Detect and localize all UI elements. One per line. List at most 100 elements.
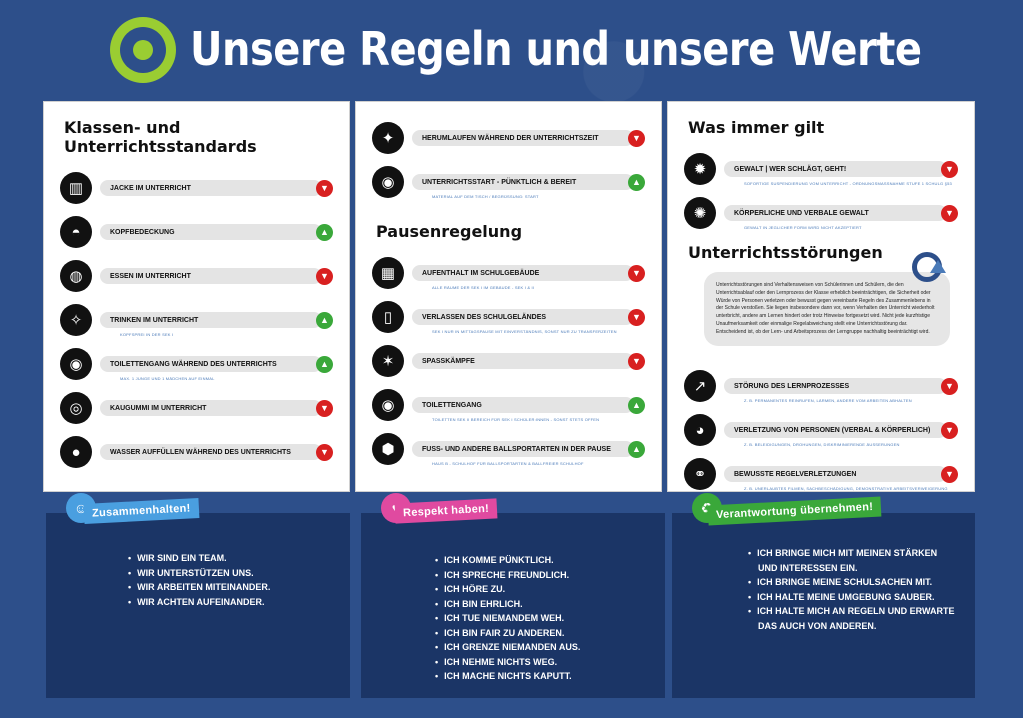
thumbs-down-icon: ▼	[628, 129, 645, 147]
thumbs-down-icon: ▼	[316, 267, 333, 285]
rule-label: Störung des Lernprozesses	[724, 378, 947, 395]
rule-label: Aufenthalt im Schulgebäude	[412, 265, 634, 281]
value-item: Ich spreche freundlich.	[435, 568, 580, 583]
rule-note: Haus B - Schulhof für Ballsportarten & B…	[432, 461, 584, 466]
thumbs-up-icon: ▲	[316, 223, 333, 241]
rule-row: ✦ Herumlaufen während der Unterrichtszeit…	[372, 116, 645, 160]
broken-link-icon: ⚭	[684, 458, 716, 491]
thumbs-down-icon: ▼	[941, 377, 958, 395]
thumbs-up-icon: ▲	[628, 440, 645, 458]
fighting-icon: ✶	[372, 345, 404, 377]
rule-note: z. B. Beleidigungen, Drohungen, diskrimi…	[744, 442, 900, 448]
rule-row: ▥ Jacke im Unterricht ▼	[60, 166, 333, 210]
rule-label: Toilettengang	[412, 397, 634, 413]
jacket-icon: ▥	[60, 172, 92, 204]
rule-label: Bewusste Regelverletzungen	[724, 466, 947, 483]
rule-note: Max. 1 Junge und 1 Mädchen auf einmal	[120, 376, 215, 381]
rule-label: Körperliche und verbale Gewalt	[724, 205, 947, 221]
food-icon: ◍	[60, 260, 92, 292]
value-item: Wir arbeiten miteinander.	[128, 580, 270, 595]
rule-row: ▦ Aufenthalt im Schulgebäude ▼ Alle Räume d…	[372, 251, 645, 295]
rule-label: Wasser auffüllen während des Unterrichts	[100, 444, 322, 460]
value-item: Ich bringe meine Schulsachen mit.	[748, 575, 958, 590]
value-item: Wir achten aufeinander.	[128, 595, 270, 610]
rule-label: Unterrichtsstart - pünktlich & bereit	[412, 174, 634, 190]
rule-row: ◉ Toilettengang während des Unterrichts ▲ M…	[60, 342, 333, 386]
gum-icon: ◎	[60, 392, 92, 424]
cap-icon: ◓	[60, 216, 92, 248]
value-list: Ich bringe mich mit meinen Stärken und I…	[748, 546, 958, 633]
location-pin-icon: ◉	[372, 166, 404, 198]
panel-class-standards: Klassen- und Unterrichtsstandards ▥ Jacke…	[43, 101, 350, 492]
value-item: Ich bin ehrlich.	[435, 597, 580, 612]
rule-note: Sofortige Suspendierung vom Unterricht -…	[744, 181, 952, 186]
rule-row: ⬢ Fuss- und andere Ballsportarten in der …	[372, 427, 645, 471]
value-item: Ich halte mich an Regeln und erwarte das…	[748, 604, 958, 633]
rule-note: z. B. unerlaubtes Filmen, Sachbeschädigu…	[744, 486, 948, 492]
rule-note: Kopfsprei in der Sek I	[120, 332, 174, 337]
rule-note: Alle Räume der Sek I im Gebäude - Sek I …	[432, 285, 535, 290]
thumbs-up-icon: ▲	[316, 355, 333, 373]
rule-label: Fuss- und andere Ballsportarten in der P…	[412, 441, 634, 457]
exit-door-icon: ▯	[372, 301, 404, 333]
rule-label: Verlassen des Schulgeländes	[412, 309, 634, 325]
rule-note: Sek I nur in Mittagspause mit Einverstän…	[432, 329, 617, 334]
value-item: Ich nehme nichts weg.	[435, 655, 580, 670]
rule-note: Toiletten Sek II Bereich für Sek I Schül…	[432, 417, 600, 422]
rule-note: Material auf dem Tisch / Begrüßung: Star…	[432, 194, 539, 199]
rule-note: z. B. permanentes Reinrufen, Lärmen, and…	[744, 398, 912, 404]
value-item: Ich halte meine Umgebung sauber.	[748, 590, 958, 605]
head-profile-icon: ◕	[684, 414, 716, 447]
value-item: Ich bringe mich mit meinen Stärken und I…	[748, 546, 958, 575]
rule-label: Kopfbedeckung	[100, 224, 322, 240]
rule-note: Gewalt in jeglicher Form wird nicht akze…	[744, 225, 862, 230]
value-box-responsibility: ♻ Verantwortung übernehmen! Ich bringe m…	[672, 493, 975, 698]
value-item: Ich bin fair zu anderen.	[435, 626, 580, 641]
rule-row: ◉ Toilettengang ▲ Toiletten Sek II Bereich …	[372, 383, 645, 427]
section-title: Klassen- und Unterrichtsstandards	[64, 118, 257, 156]
rule-row: ◎ Kaugummi im Unterricht ▼	[60, 386, 333, 430]
page-title: Unsere Regeln und unsere Werte	[190, 23, 922, 77]
footsteps-icon: ✦	[372, 122, 404, 154]
thumbs-down-icon: ▼	[941, 204, 958, 222]
thumbs-down-icon: ▼	[628, 264, 645, 282]
value-list: Wir sind ein Team.Wir unterstützen uns.W…	[128, 551, 270, 609]
building-icon: ▦	[372, 257, 404, 289]
warning-icon	[930, 260, 946, 273]
rule-label: Gewalt | Wer schlägt, geht!	[724, 161, 947, 177]
rule-row: ◓ Kopfbedeckung ▲	[60, 210, 333, 254]
thumbs-down-icon: ▼	[941, 421, 958, 439]
thumbs-down-icon: ▼	[628, 308, 645, 326]
page-header: Unsere Regeln und unsere Werte	[110, 10, 922, 90]
rule-row: ● Wasser auffüllen während des Unterricht…	[60, 430, 333, 474]
thumbs-down-icon: ▼	[941, 160, 958, 178]
violence-icon: ✹	[684, 153, 716, 185]
panel-break-rules: ✦ Herumlaufen während der Unterrichtszeit…	[355, 101, 662, 492]
rule-label: Kaugummi im Unterricht	[100, 400, 322, 416]
rule-label: Essen im Unterricht	[100, 268, 322, 284]
value-item: Ich höre zu.	[435, 582, 580, 597]
thumbs-down-icon: ▼	[316, 399, 333, 417]
section-title: Pausenregelung	[376, 222, 523, 241]
rule-label: Herumlaufen während der Unterrichtszeit	[412, 130, 634, 146]
rule-row: ↗ Störung des Lernprozesses ▼ z. B. permane…	[684, 364, 958, 408]
panel-always-applies: Was immer gilt ✹ Gewalt | Wer schlägt, ge…	[667, 101, 975, 492]
toilet-icon: ◉	[372, 389, 404, 421]
value-list: Ich komme pünktlich.Ich spreche freundli…	[435, 553, 580, 684]
rule-row: ◉ Unterrichtsstart - pünktlich & bereit ▲ M…	[372, 160, 645, 204]
disturbance-info-box: Unterrichtsstörungen sind Verhaltensweis…	[704, 272, 950, 347]
thumbs-down-icon: ▼	[628, 352, 645, 370]
section-title: Was immer gilt	[688, 118, 825, 137]
toilet-icon: ◉	[60, 348, 92, 380]
rule-row: ✶ Spasskämpfe ▼	[372, 339, 645, 383]
value-item: Ich grenze niemanden aus.	[435, 640, 580, 655]
rule-row: ✹ Gewalt | Wer schlägt, geht! ▼ Sofortige S…	[684, 147, 958, 191]
thumbs-up-icon: ▲	[628, 396, 645, 414]
thumbs-up-icon: ▲	[628, 173, 645, 191]
rule-row: ▯ Verlassen des Schulgeländes ▼ Sek I nur i…	[372, 295, 645, 339]
speech-violence-icon: ✺	[684, 197, 716, 229]
rule-label: Jacke im Unterricht	[100, 180, 322, 196]
section-title: Unterrichtsstörungen	[688, 243, 883, 262]
value-tag: Respekt haben!	[394, 498, 498, 524]
thumbs-down-icon: ▼	[316, 179, 333, 197]
